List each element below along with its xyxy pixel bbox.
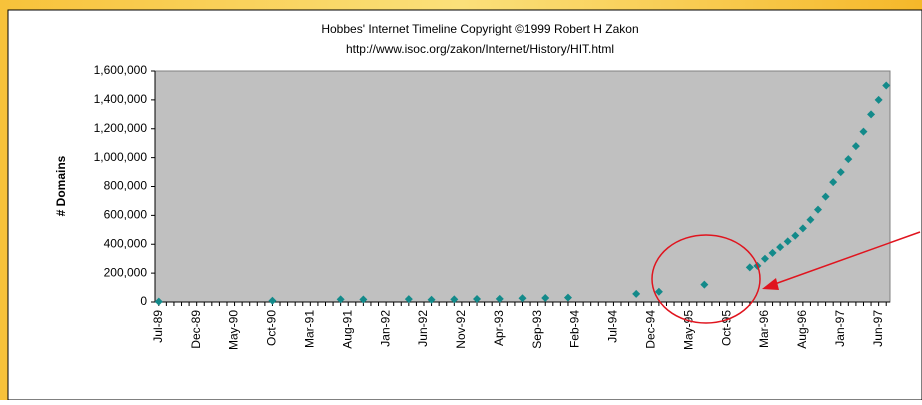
x-tick-label: Aug-91	[340, 310, 354, 349]
data-point	[844, 155, 853, 164]
data-point	[882, 81, 891, 90]
data-point	[814, 205, 823, 214]
x-tick-label: May-90	[227, 310, 241, 350]
x-tick-label: Jun-97	[871, 310, 885, 347]
data-point	[798, 224, 807, 233]
data-point	[632, 289, 641, 298]
data-point	[836, 168, 845, 177]
data-point	[654, 287, 663, 296]
data-point	[829, 178, 838, 187]
data-point	[859, 127, 868, 136]
data-point	[760, 254, 769, 263]
x-tick-label: Feb-94	[568, 310, 582, 348]
y-tick-label: 1,400,000	[94, 92, 148, 106]
y-tick-label: 1,600,000	[94, 63, 148, 77]
x-tick-label: Sep-93	[530, 310, 544, 349]
data-point	[473, 294, 482, 303]
x-tick-label: Dec-89	[189, 310, 203, 349]
y-tick-label: 600,000	[104, 208, 148, 222]
x-tick-label: Jan-97	[833, 310, 847, 347]
x-tick-label: Oct-95	[719, 310, 733, 346]
x-tick-label: Aug-96	[795, 310, 809, 349]
y-tick-label: 200,000	[104, 265, 148, 279]
data-point	[495, 294, 504, 303]
highlight-circle	[651, 234, 761, 324]
data-point	[791, 231, 800, 240]
arrow-line	[771, 231, 921, 286]
data-point	[821, 192, 830, 201]
x-tick-label: Jun-92	[416, 310, 430, 347]
arrow-head	[762, 278, 779, 290]
data-point	[563, 293, 572, 302]
y-tick-label: 1,000,000	[94, 150, 148, 164]
chart-title: Hobbes' Internet Timeline Copyright ©199…	[321, 22, 638, 36]
data-point	[518, 294, 527, 303]
data-point	[874, 95, 883, 104]
x-tick-label: Nov-92	[454, 310, 468, 349]
x-tick-label: Apr-93	[492, 310, 506, 346]
data-point	[336, 295, 345, 304]
data-point	[851, 142, 860, 151]
data-point	[404, 295, 413, 304]
y-tick-label: 800,000	[104, 179, 148, 193]
data-point	[783, 237, 792, 246]
data-point	[700, 280, 709, 289]
data-point	[806, 215, 815, 224]
y-tick-label: 400,000	[104, 236, 148, 250]
x-tick-label: May-95	[681, 310, 695, 350]
data-point	[359, 295, 368, 304]
data-point	[867, 110, 876, 119]
data-point	[768, 248, 777, 257]
data-point	[450, 295, 459, 304]
x-tick-label: Oct-90	[265, 310, 279, 346]
x-tick-label: Dec-94	[643, 310, 657, 349]
x-tick-label: Mar-91	[303, 310, 317, 348]
plot-area	[154, 70, 891, 303]
x-tick-label: Mar-96	[757, 310, 771, 348]
x-tick-label: Jan-92	[378, 310, 392, 347]
y-tick-label: 0	[140, 294, 147, 308]
data-point	[154, 297, 163, 306]
data-point	[268, 296, 277, 305]
data-point	[541, 293, 550, 302]
data-point	[745, 263, 754, 272]
chart-subtitle: http://www.isoc.org/zakon/Internet/Histo…	[346, 42, 614, 56]
y-axis-label: # Domains	[54, 155, 68, 216]
x-tick-label: Jul-94	[606, 310, 620, 343]
x-tick-label: Jul-89	[151, 310, 165, 343]
data-point	[776, 243, 785, 252]
data-point	[427, 295, 436, 304]
y-tick-label: 1,200,000	[94, 121, 148, 135]
